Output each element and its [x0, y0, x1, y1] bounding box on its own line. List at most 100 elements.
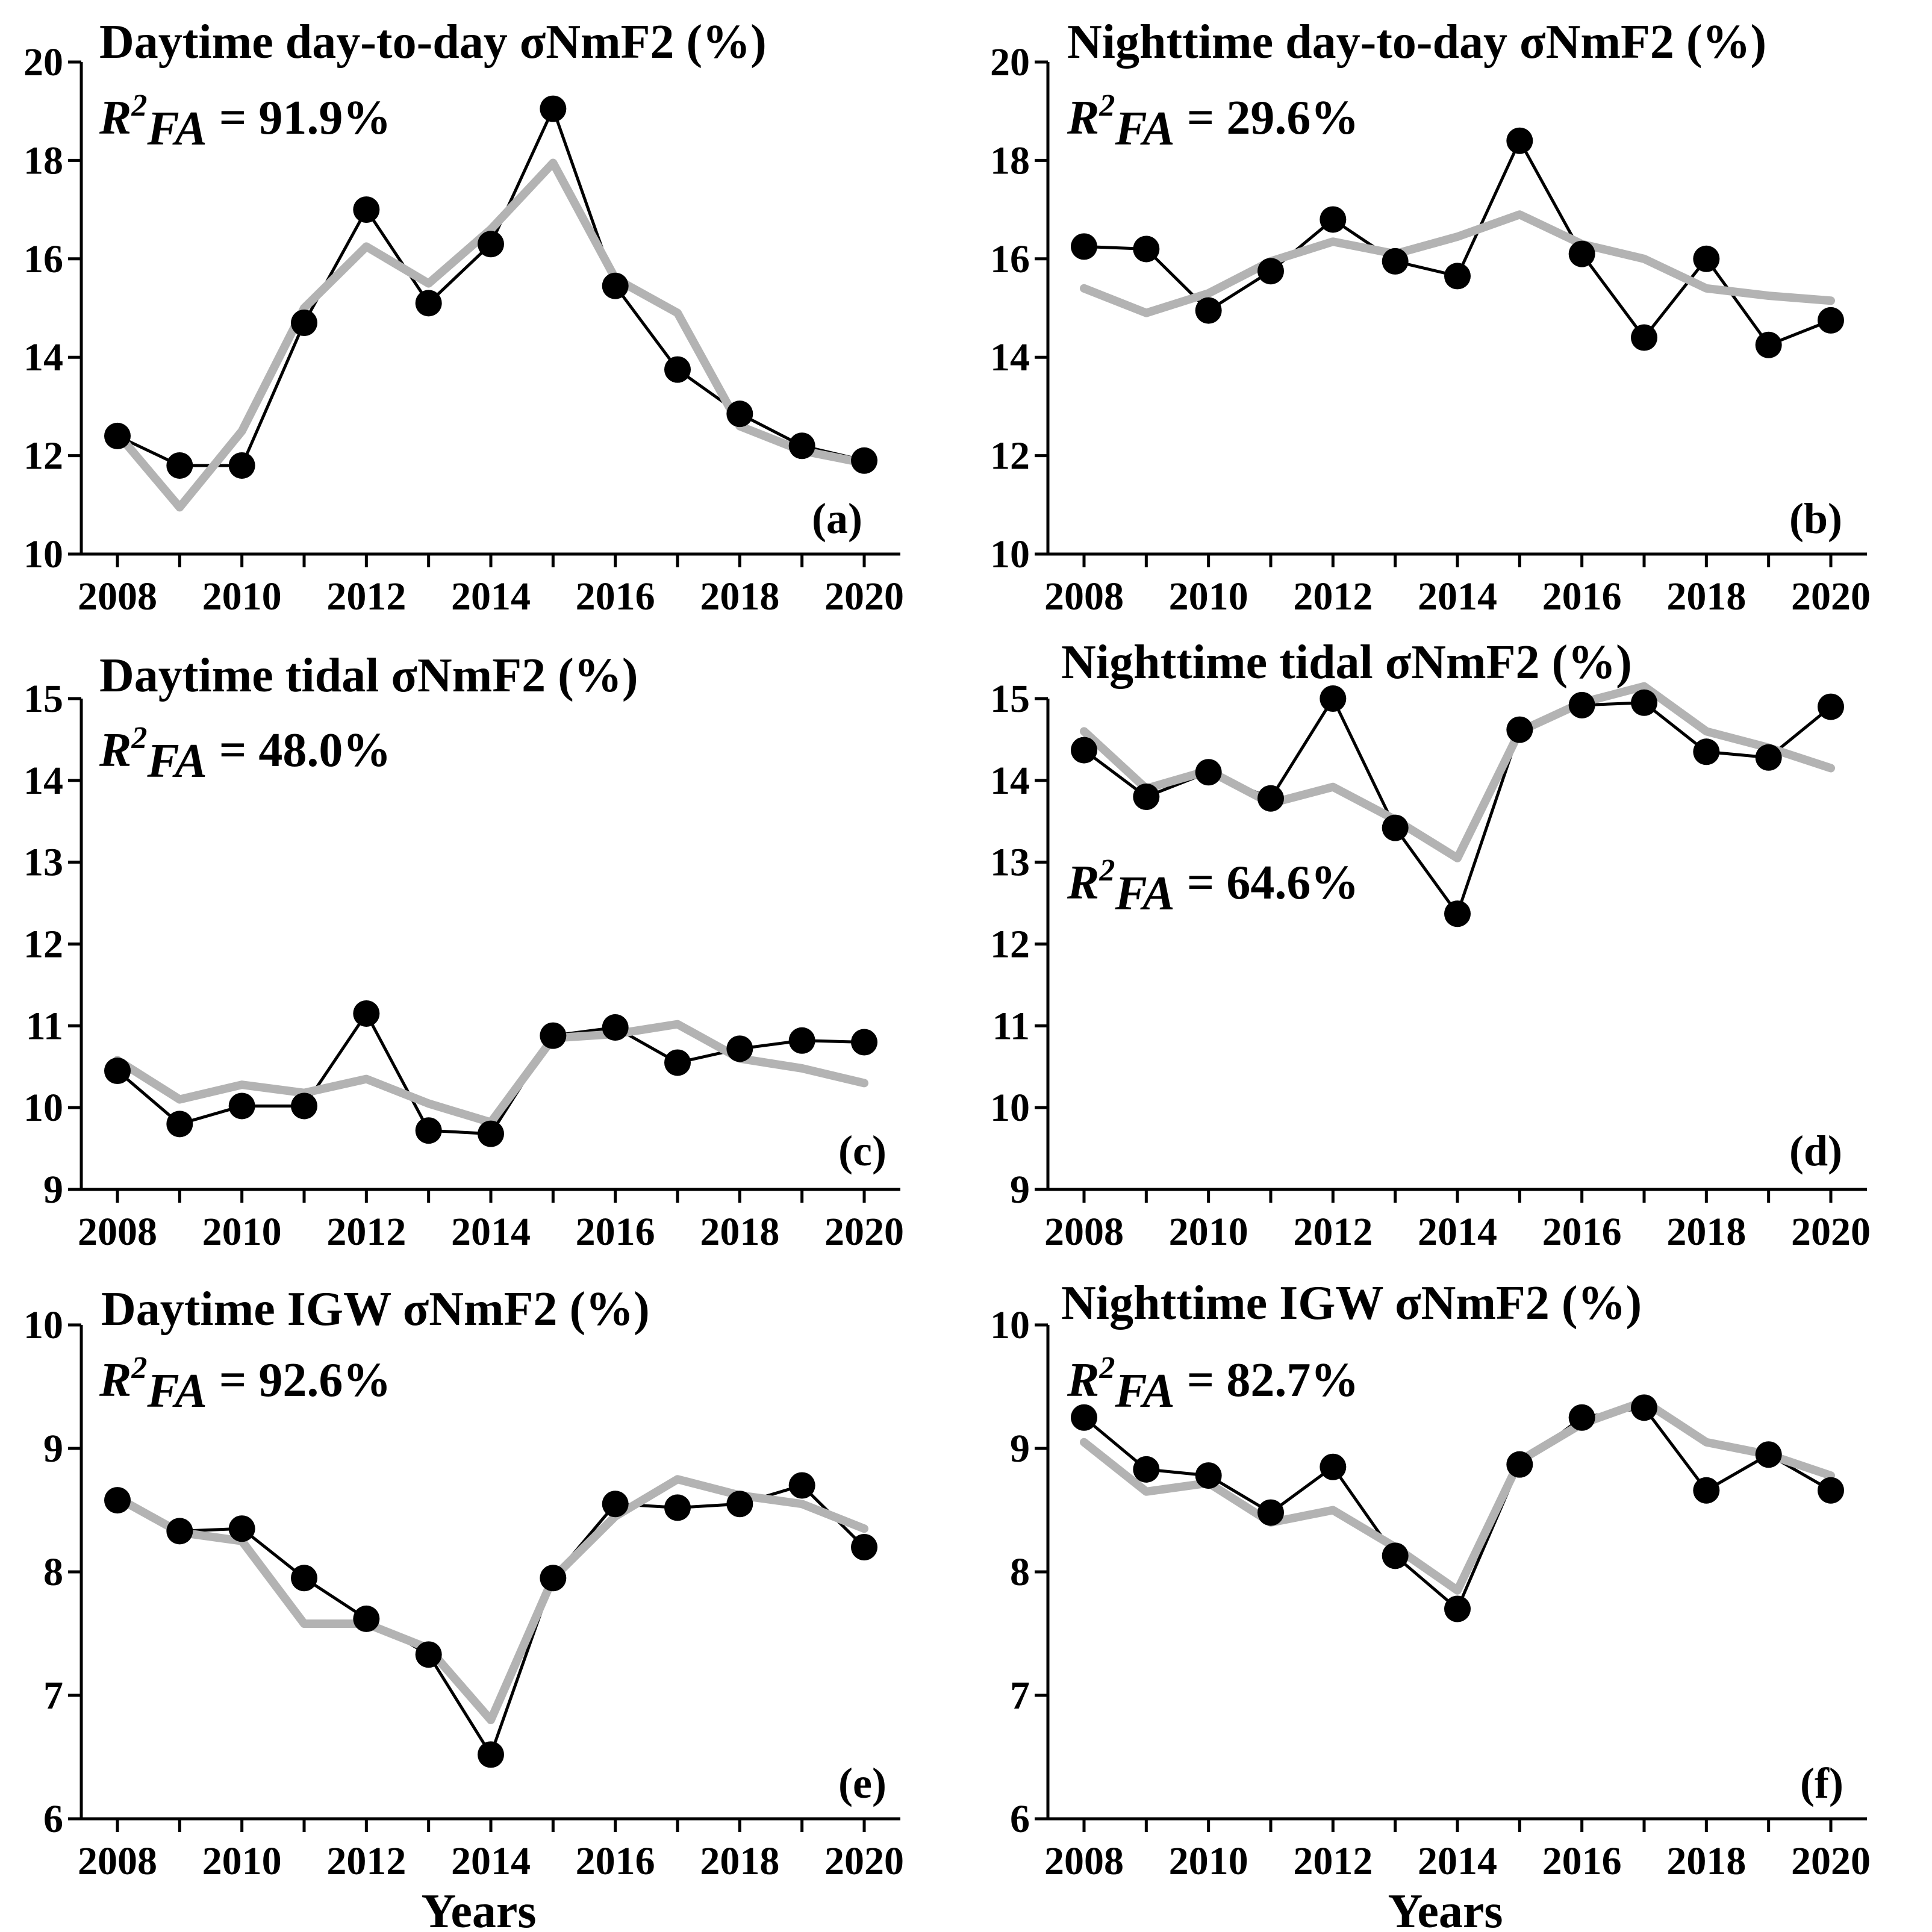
observed-point: [1382, 1542, 1409, 1569]
observed-point: [104, 422, 131, 449]
observed-point: [1133, 1456, 1160, 1483]
y-tick-label: 16: [990, 237, 1030, 281]
r2-annotation: R2FA = 48.0%: [99, 721, 391, 788]
y-tick-label: 20: [23, 40, 63, 84]
fitted-series-line: [113, 1475, 868, 1724]
observed-point: [1195, 297, 1222, 324]
x-tick-label: 2010: [1169, 575, 1248, 619]
panel-tag: (a): [812, 494, 862, 543]
x-tick-label: 2018: [700, 575, 779, 619]
x-tick-label: 2020: [1791, 1210, 1871, 1254]
fitted-series-line: [1080, 210, 1835, 317]
observed-point: [1818, 307, 1844, 334]
observed-point: [726, 1491, 753, 1518]
observed-point: [726, 1035, 753, 1062]
y-tick-label: 11: [26, 1004, 63, 1048]
observed-point: [851, 1534, 877, 1560]
r2-subscript: FA: [146, 102, 207, 155]
observed-point: [353, 1605, 380, 1632]
x-tick-label: 2010: [202, 575, 282, 619]
r2-value: = 48.0%: [207, 724, 391, 777]
r2-symbol: R: [1067, 1354, 1099, 1407]
observed-point: [104, 1487, 131, 1514]
y-tick-label: 9: [43, 1427, 63, 1471]
x-tick-label: 2010: [202, 1210, 282, 1254]
y-tick-label: 8: [43, 1550, 63, 1594]
observed-point: [228, 1515, 255, 1542]
observed-point: [353, 196, 380, 223]
observed-point: [1133, 235, 1160, 263]
observed-point: [788, 432, 815, 460]
x-tick-label: 2016: [576, 1839, 655, 1883]
y-tick-label: 15: [23, 677, 63, 721]
r2-symbol: R: [1067, 856, 1099, 909]
x-tick-label: 2020: [1791, 575, 1871, 619]
y-tick-label: 14: [23, 759, 63, 803]
observed-point: [228, 1092, 255, 1120]
y-tick-label: 12: [990, 434, 1030, 478]
observed-point: [1382, 248, 1409, 275]
panel-tag: (c): [838, 1127, 887, 1175]
panel-b: 10 12 14 16 18 20 2008 2010 2012 2014 2016 2018 2020…: [990, 16, 1871, 619]
r2-superscript: 2: [1098, 853, 1115, 888]
y-tick-label: 14: [990, 759, 1030, 803]
observed-point: [1631, 689, 1657, 716]
observed-point: [478, 1120, 504, 1147]
x-tick-label: 2018: [1666, 575, 1746, 619]
x-tick-label: 2008: [78, 575, 157, 619]
y-tick-label: 18: [23, 139, 63, 182]
x-tick-label: 2010: [1169, 1210, 1248, 1254]
x-tick-label: 2012: [1293, 1210, 1373, 1254]
observed-point: [478, 231, 504, 258]
r2-value: = 92.6%: [207, 1354, 391, 1407]
panel-d: 9 10 11 12 13 14 15 2008 2010 2012 2014 2016 2018 202…: [990, 636, 1871, 1254]
observed-point: [1693, 1477, 1720, 1504]
panel-tag: (f): [1800, 1759, 1843, 1807]
x-tick-label: 2012: [1293, 1839, 1373, 1883]
x-tick-label: 2016: [576, 1210, 655, 1254]
y-tick-label: 10: [23, 1303, 63, 1347]
observed-point: [602, 272, 629, 299]
y-tick-label: 18: [990, 139, 1030, 182]
y-tick-label: 6: [1010, 1797, 1030, 1841]
observed-point: [1382, 814, 1409, 841]
x-tick-label: 2012: [1293, 575, 1373, 619]
observed-point: [291, 1092, 317, 1120]
observed-point: [166, 452, 193, 479]
y-tick-label: 20: [990, 40, 1030, 84]
x-tick-label: 2014: [1418, 575, 1497, 619]
observed-point: [1568, 240, 1595, 267]
r2-subscript: FA: [1114, 102, 1174, 155]
r2-value: = 64.6%: [1175, 856, 1359, 909]
panel-a: 10 12 14 16 18 20 2008 2010 2012 2014 2016 2018 2020…: [23, 16, 904, 619]
observed-point: [1693, 738, 1720, 765]
x-tick-label: 2016: [1542, 1839, 1622, 1883]
observed-point: [415, 1117, 442, 1144]
y-tick-label: 15: [990, 677, 1030, 721]
y-tick-label: 7: [1010, 1674, 1030, 1718]
r2-symbol: R: [99, 92, 131, 145]
y-tick-label: 10: [990, 532, 1030, 576]
observed-point: [1071, 737, 1097, 764]
r2-annotation: R2FA = 82.7%: [1067, 1351, 1359, 1418]
r2-superscript: 2: [1098, 89, 1115, 123]
r2-value: = 82.7%: [1175, 1354, 1359, 1407]
x-tick-label: 2016: [576, 575, 655, 619]
panel-tag: (b): [1789, 494, 1842, 543]
x-tick-label: 2014: [451, 575, 531, 619]
observed-point: [1631, 324, 1657, 351]
x-tick-label: 2016: [1542, 575, 1622, 619]
observed-point: [1506, 1451, 1533, 1478]
observed-point: [104, 1058, 131, 1085]
y-tick-label: 11: [992, 1004, 1030, 1048]
x-tick-label: 2008: [78, 1839, 157, 1883]
observed-point: [1506, 716, 1533, 743]
y-tick-label: 10: [990, 1303, 1030, 1347]
r2-subscript: FA: [1114, 1365, 1174, 1418]
x-tick-label: 2012: [326, 1210, 406, 1254]
observed-point: [1818, 1477, 1844, 1504]
observed-point: [1257, 258, 1284, 285]
observed-point: [1444, 900, 1471, 927]
y-tick-label: 12: [23, 434, 63, 478]
